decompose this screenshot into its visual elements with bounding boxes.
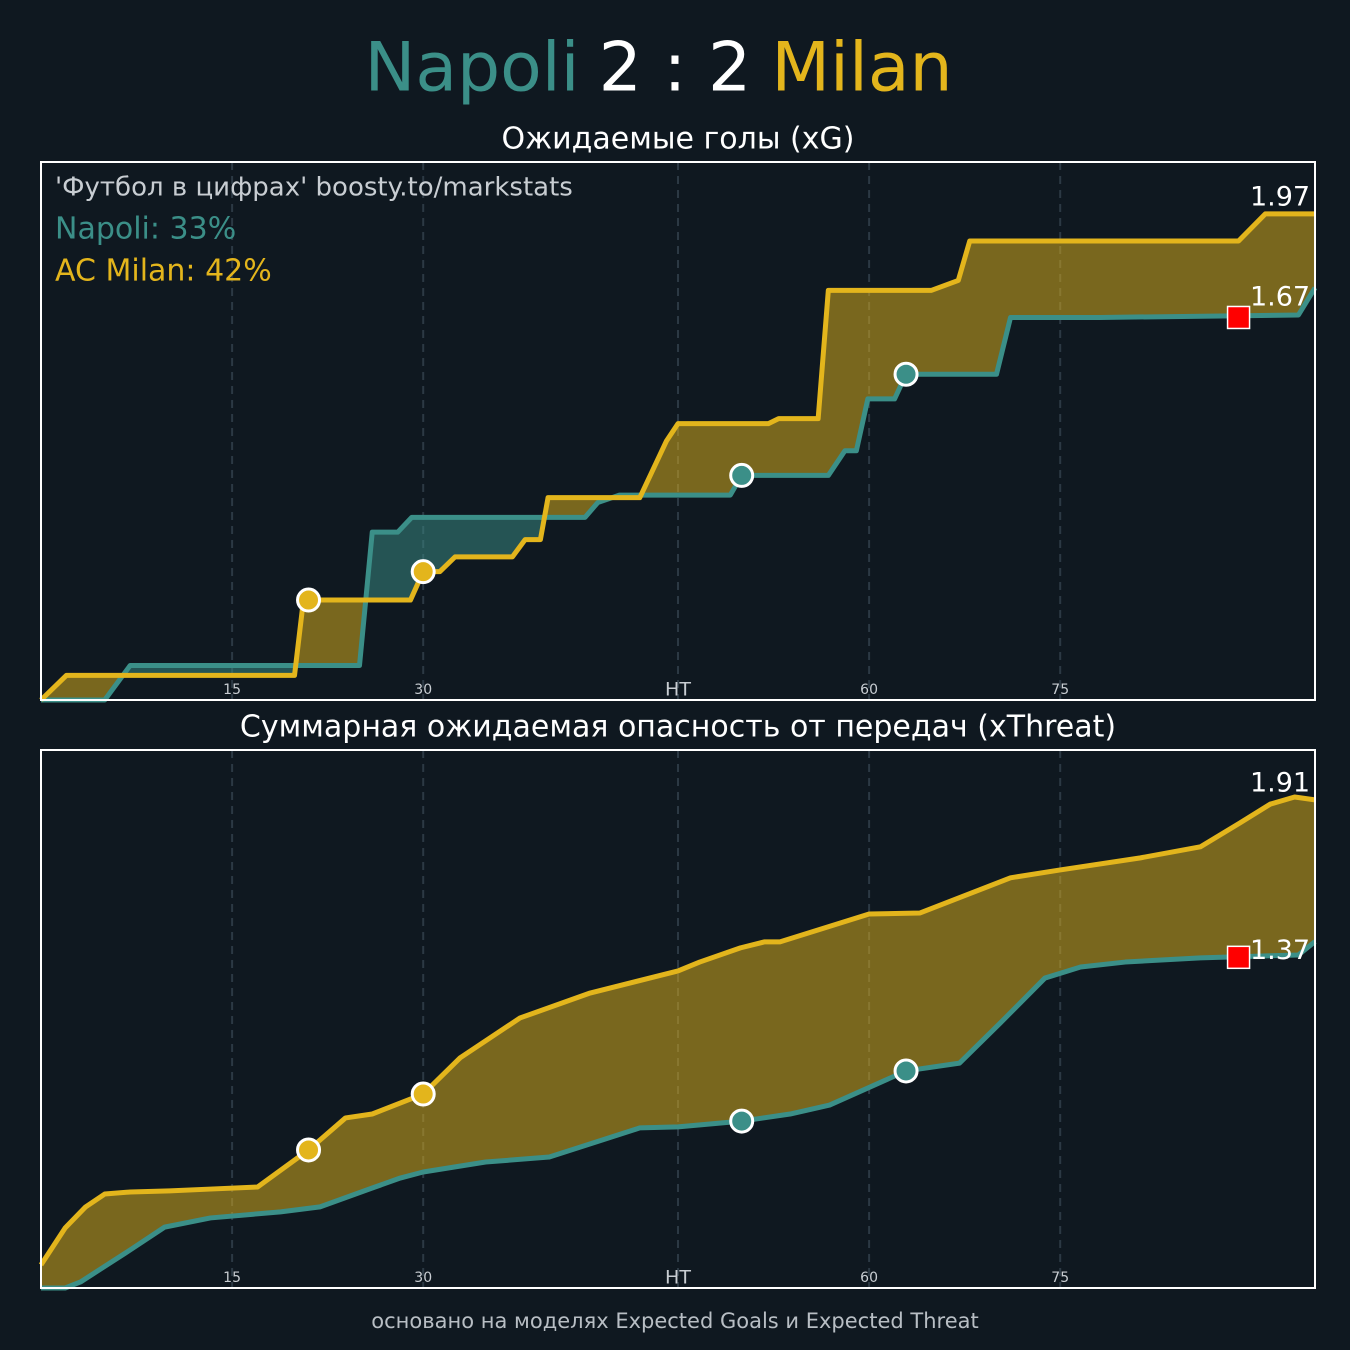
goal-marker [296, 587, 322, 613]
end-value-label: 1.91 [1250, 767, 1310, 798]
x-tick-label: 75 [1051, 682, 1069, 698]
end-value-label: 1.97 [1250, 181, 1310, 212]
goal-marker [893, 1058, 919, 1084]
series-line [39, 211, 1315, 702]
end-value-label: 1.37 [1250, 935, 1310, 966]
x-tick-label: 60 [860, 1270, 878, 1286]
x-tick-label: 30 [414, 682, 432, 698]
red-card [1226, 945, 1251, 970]
end-value-label: 1.67 [1250, 281, 1310, 312]
goal-marker [893, 361, 919, 387]
x-tick-label: 60 [860, 682, 878, 698]
goal-marker [410, 559, 436, 585]
plot-frame [40, 749, 1316, 1289]
annotation: AC Milan: 42% [55, 254, 272, 289]
goal-marker [729, 1108, 755, 1134]
goal-marker [296, 1137, 322, 1163]
x-tick-label: HT [665, 679, 691, 701]
x-tick-label: HT [665, 1267, 691, 1289]
series-line [41, 939, 1317, 1291]
footer: основано на моделях Expected Goals и Exp… [371, 1309, 978, 1333]
chart-title: Суммарная ожидаемая опасность от передач… [240, 710, 1116, 745]
x-tick-label: 15 [223, 682, 241, 698]
goal-marker [729, 462, 755, 488]
x-tick-label: 15 [223, 1270, 241, 1286]
plot-frame [40, 161, 1316, 701]
away-team: Milan [771, 29, 952, 108]
goal-marker [410, 1081, 436, 1107]
chart-title: Ожидаемые голы (xG) [502, 122, 855, 157]
x-tick-label: 30 [414, 1270, 432, 1286]
score: 2 : 2 [599, 29, 752, 108]
annotation: Napoli: 33% [55, 212, 236, 247]
series-line [38, 794, 1316, 1267]
home-team: Napoli [364, 29, 579, 108]
red-card [1226, 305, 1251, 330]
x-tick-label: 75 [1051, 1270, 1069, 1286]
annotation: 'Футбол в цифрах' boosty.to/markstats [55, 173, 573, 203]
